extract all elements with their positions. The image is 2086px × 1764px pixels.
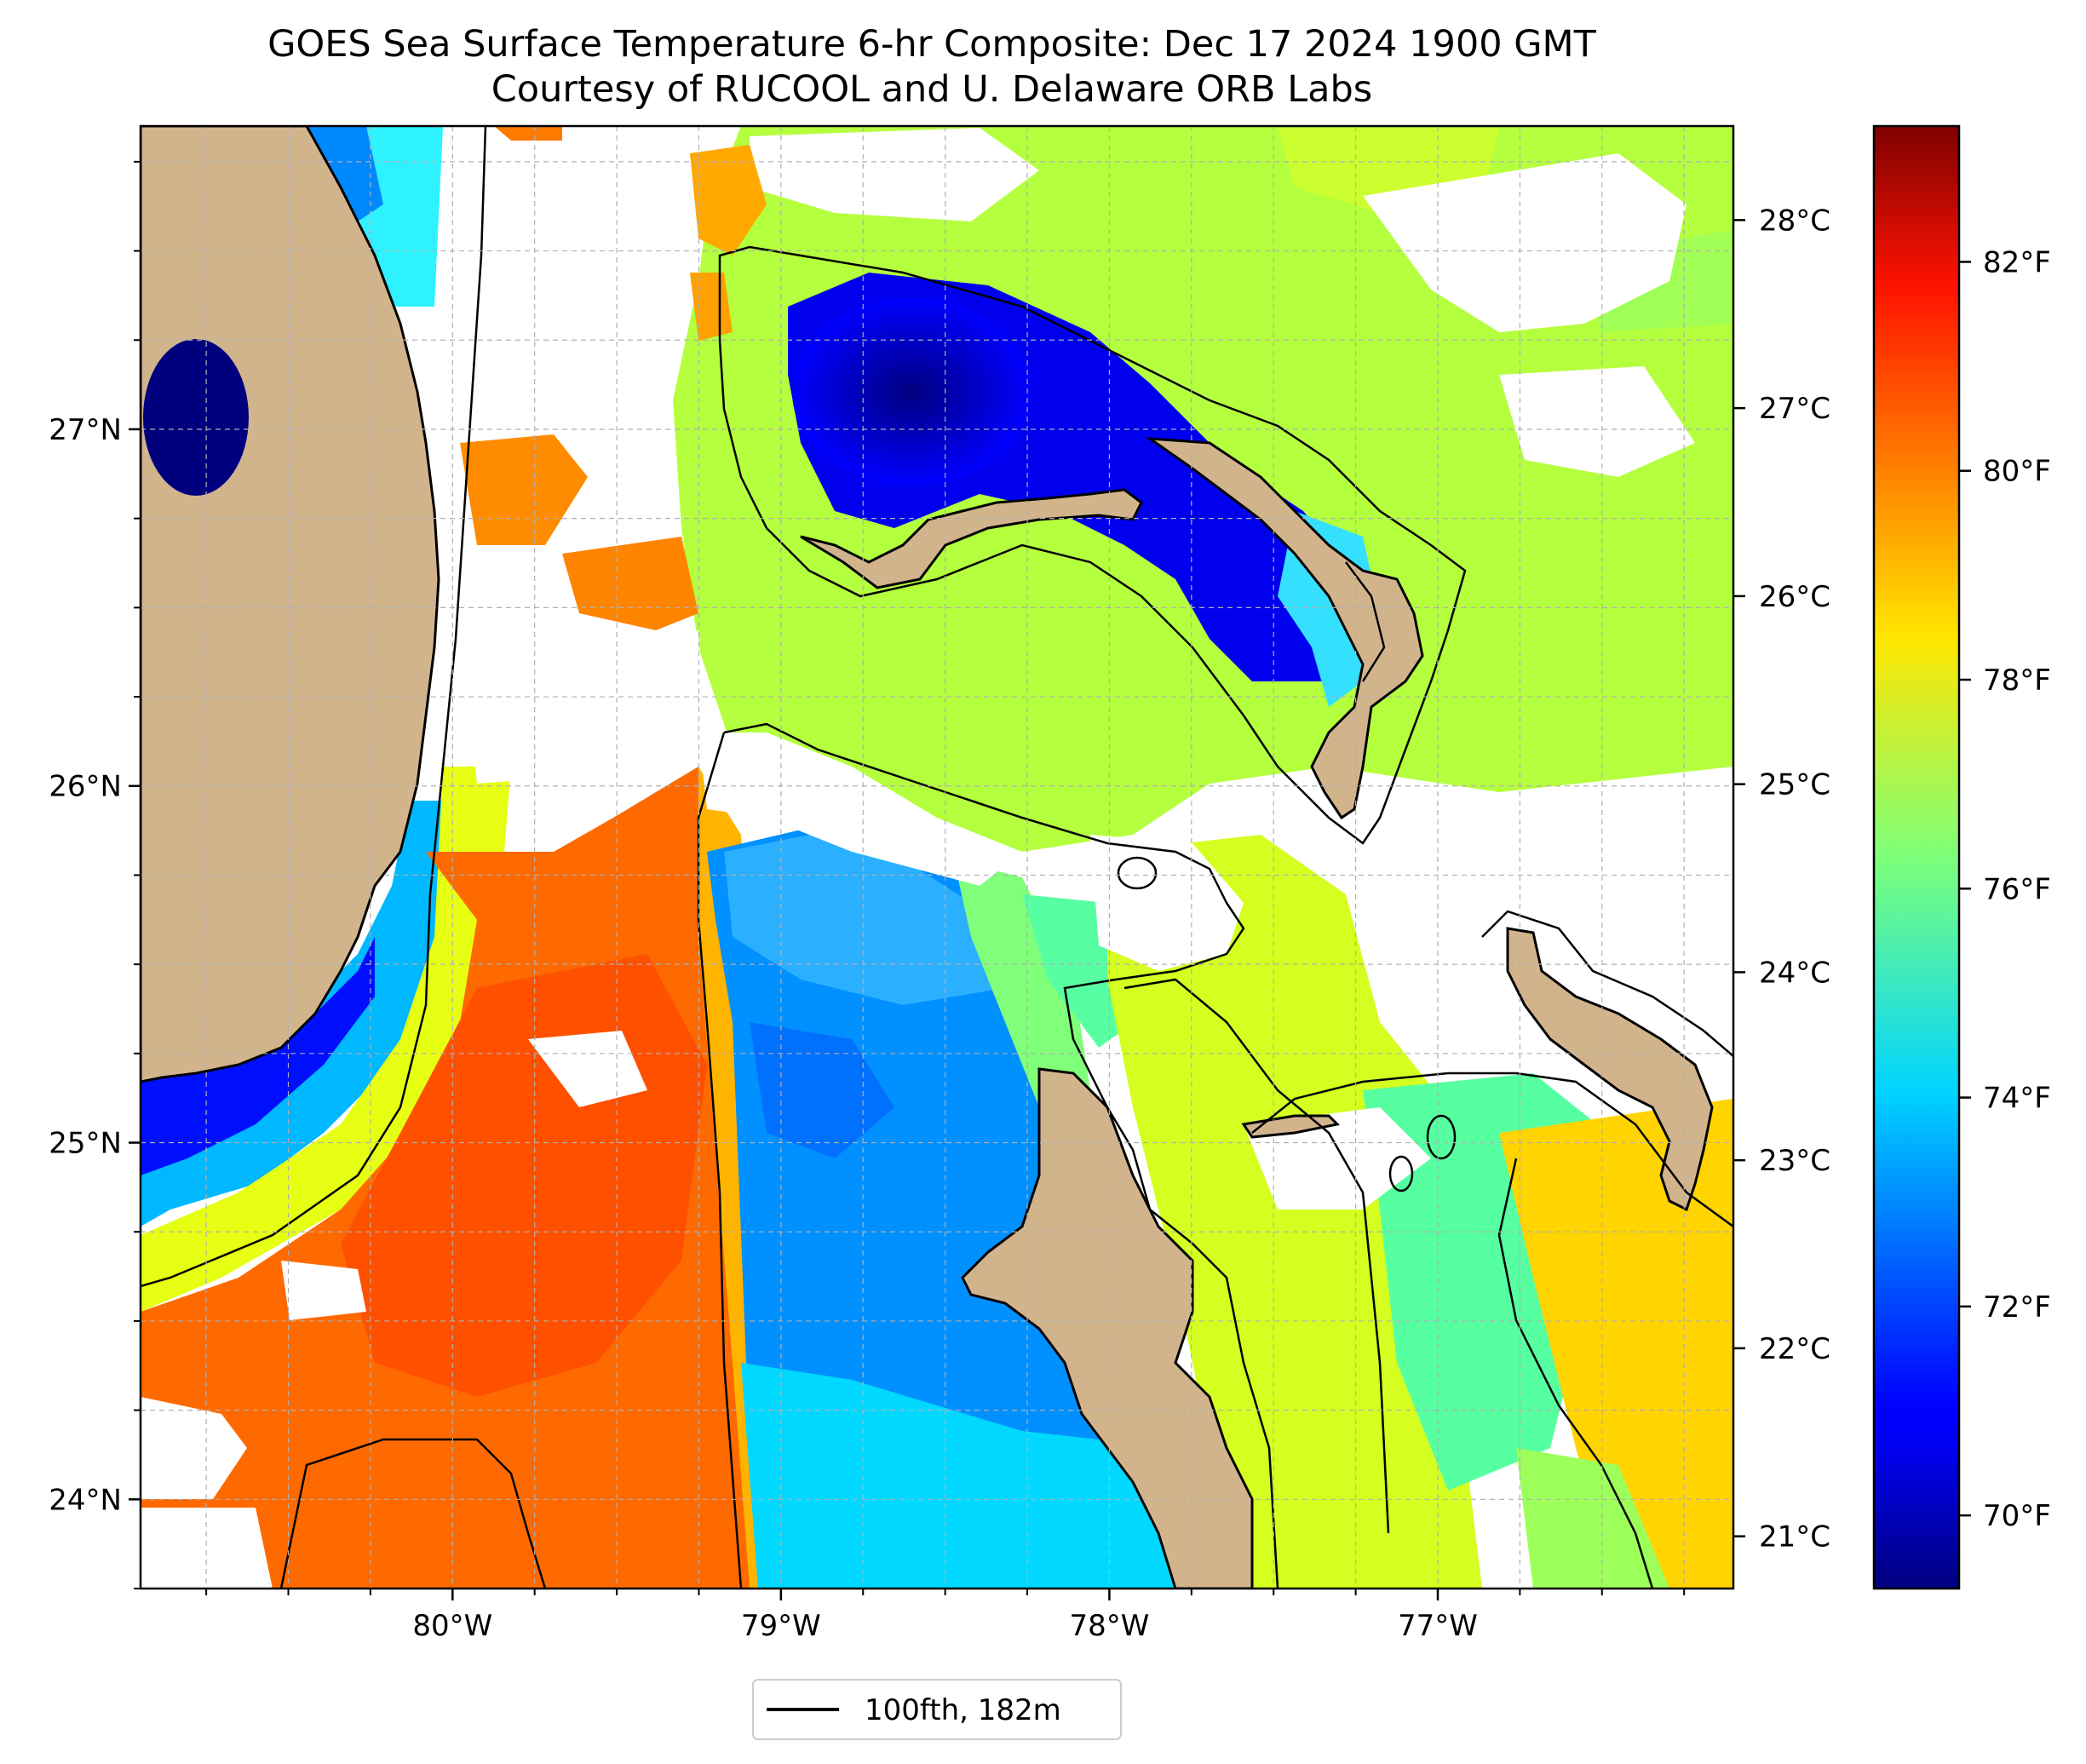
- celsius-tick-label: 28°C: [1759, 204, 1830, 238]
- celsius-tick-label: 25°C: [1759, 768, 1830, 802]
- celsius-tick-label: 21°C: [1759, 1520, 1830, 1554]
- lake-okeechobee: [143, 339, 249, 496]
- celsius-tick-label: 26°C: [1759, 580, 1830, 614]
- lat-tick-label: 24°N: [49, 1483, 122, 1517]
- colorbar-tick-label: 80°F: [1983, 455, 2051, 489]
- colorbar-tick-label: 82°F: [1983, 245, 2051, 279]
- gridlines: [141, 126, 1733, 1589]
- eleuthera-land: [1506, 927, 1714, 1212]
- abaco-land: [1145, 437, 1424, 820]
- sst-field: [141, 126, 1733, 1589]
- celsius-tick-label: 23°C: [1759, 1144, 1830, 1178]
- colorbar-ticks: 82°F 80°F 78°F 76°F 74°F 72°F 70°F: [1959, 245, 2051, 1533]
- colorbar-gradient: [1872, 124, 1961, 1590]
- lon-tick-label: 80°W: [412, 1609, 492, 1643]
- isobath-contours: [141, 126, 1733, 1589]
- legend: 100fth, 182m: [752, 1679, 1122, 1740]
- figure-title-line1: GOES Sea Surface Temperature 6-hr Compos…: [267, 23, 1597, 66]
- celsius-tick-label: 24°C: [1759, 956, 1830, 990]
- figure-title-line2: Courtesy of RUCOOL and U. Delaware ORB L…: [491, 68, 1372, 111]
- map-frame: [139, 124, 1735, 1590]
- lat-tick-label: 26°N: [49, 770, 122, 804]
- lon-tick-label: 79°W: [741, 1609, 821, 1643]
- colorbar-tick-label: 78°F: [1983, 664, 2051, 698]
- longitude-axis: 80°W 79°W 78°W 77°W: [205, 1589, 1686, 1643]
- lat-tick-label: 27°N: [49, 413, 122, 447]
- colorbar-tick-label: 70°F: [1983, 1499, 2051, 1533]
- colorbar-tick-label: 76°F: [1983, 872, 2051, 906]
- celsius-axis: 28°C 27°C 26°C 25°C 24°C 23°C 22°C 21°C: [1733, 204, 1830, 1554]
- grand-bahama-land: [800, 488, 1143, 589]
- lon-tick-label: 78°W: [1069, 1609, 1149, 1643]
- lon-tick-label: 77°W: [1398, 1609, 1478, 1643]
- colorbar-tick-label: 72°F: [1983, 1290, 2051, 1324]
- legend-box: [752, 1679, 1122, 1740]
- colorbar-tick-label: 74°F: [1983, 1082, 2051, 1116]
- celsius-tick-label: 22°C: [1759, 1332, 1830, 1366]
- legend-label: 100fth, 182m: [865, 1693, 1061, 1727]
- latitude-axis: 24°N 25°N 26°N 27°N: [49, 160, 141, 1589]
- lat-tick-label: 25°N: [49, 1127, 122, 1161]
- colorbar: 82°F 80°F 78°F 76°F 74°F 72°F 70°F: [1872, 124, 2051, 1590]
- celsius-tick-label: 27°C: [1759, 392, 1830, 426]
- map-panel: [141, 126, 1733, 1589]
